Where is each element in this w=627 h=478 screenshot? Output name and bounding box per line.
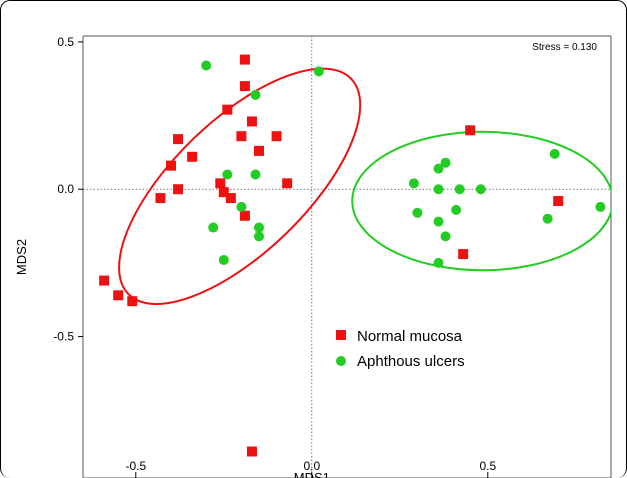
point-aphthous-ulcers [440, 231, 451, 242]
point-normal-mucosa [215, 178, 226, 189]
point-normal-mucosa [99, 275, 110, 286]
y-tick-label: 0.0 [57, 182, 74, 196]
point-aphthous-ulcers [313, 66, 324, 77]
point-aphthous-ulcers [451, 204, 462, 215]
y-tick-label: 0.5 [57, 35, 74, 49]
point-aphthous-ulcers [440, 157, 451, 168]
point-aphthous-ulcers [254, 231, 264, 242]
y-tick-label: -0.5 [53, 330, 74, 344]
point-normal-mucosa [465, 125, 476, 136]
point-aphthous-ulcers [549, 148, 560, 159]
point-normal-mucosa [187, 151, 198, 162]
point-aphthous-ulcers [433, 184, 444, 195]
point-normal-mucosa [155, 193, 166, 204]
point-normal-mucosa [239, 81, 250, 92]
point-aphthous-ulcers [412, 207, 423, 218]
y-axis-label: MDS2 [14, 239, 29, 275]
point-aphthous-ulcers [595, 201, 606, 212]
point-normal-mucosa [282, 178, 293, 189]
point-aphthous-ulcers [408, 178, 419, 189]
point-normal-mucosa [113, 290, 124, 301]
point-aphthous-ulcers [250, 169, 261, 180]
point-aphthous-ulcers [201, 60, 212, 71]
point-normal-mucosa [246, 116, 257, 127]
point-aphthous-ulcers [236, 201, 247, 212]
point-aphthous-ulcers [433, 257, 444, 268]
legend-label-normal-mucosa: Normal mucosa [357, 328, 463, 345]
point-aphthous-ulcers [218, 254, 229, 265]
x-tick-label: 0.5 [479, 459, 496, 473]
point-normal-mucosa [173, 134, 184, 145]
point-normal-mucosa [246, 446, 257, 457]
point-aphthous-ulcers [208, 222, 219, 233]
point-normal-mucosa [218, 187, 229, 198]
point-aphthous-ulcers [433, 216, 444, 227]
point-normal-mucosa [553, 196, 564, 207]
legend-square-marker [336, 330, 346, 340]
point-normal-mucosa [236, 131, 247, 142]
point-normal-mucosa [166, 160, 176, 171]
legend: Normal mucosa Aphthous ulcers [336, 328, 465, 370]
point-aphthous-ulcers [250, 89, 261, 100]
ellipse-normal-mucosa [118, 67, 362, 305]
stress-annotation: Stress = 0.130 [532, 42, 597, 53]
point-normal-mucosa [458, 249, 469, 260]
point-normal-mucosa [127, 296, 138, 307]
x-tick-label: -0.5 [125, 459, 146, 473]
point-aphthous-ulcers [254, 222, 264, 233]
point-normal-mucosa [225, 193, 236, 204]
point-aphthous-ulcers [475, 184, 486, 195]
point-normal-mucosa [239, 54, 250, 65]
ellipse-aphthous-ulcers [351, 130, 611, 272]
point-aphthous-ulcers [433, 163, 444, 174]
point-normal-mucosa [254, 145, 264, 156]
point-normal-mucosa [271, 131, 282, 142]
point-normal-mucosa [239, 210, 250, 221]
x-axis-label: MDS1 [294, 470, 330, 478]
legend-circle-marker [336, 356, 346, 366]
point-aphthous-ulcers [542, 213, 553, 224]
point-normal-mucosa [173, 184, 184, 195]
legend-label-aphthous-ulcers: Aphthous ulcers [357, 353, 465, 370]
point-normal-mucosa [222, 104, 233, 115]
point-aphthous-ulcers [222, 169, 233, 180]
x-tick-label: 0.0 [303, 459, 320, 473]
point-aphthous-ulcers [454, 184, 465, 195]
